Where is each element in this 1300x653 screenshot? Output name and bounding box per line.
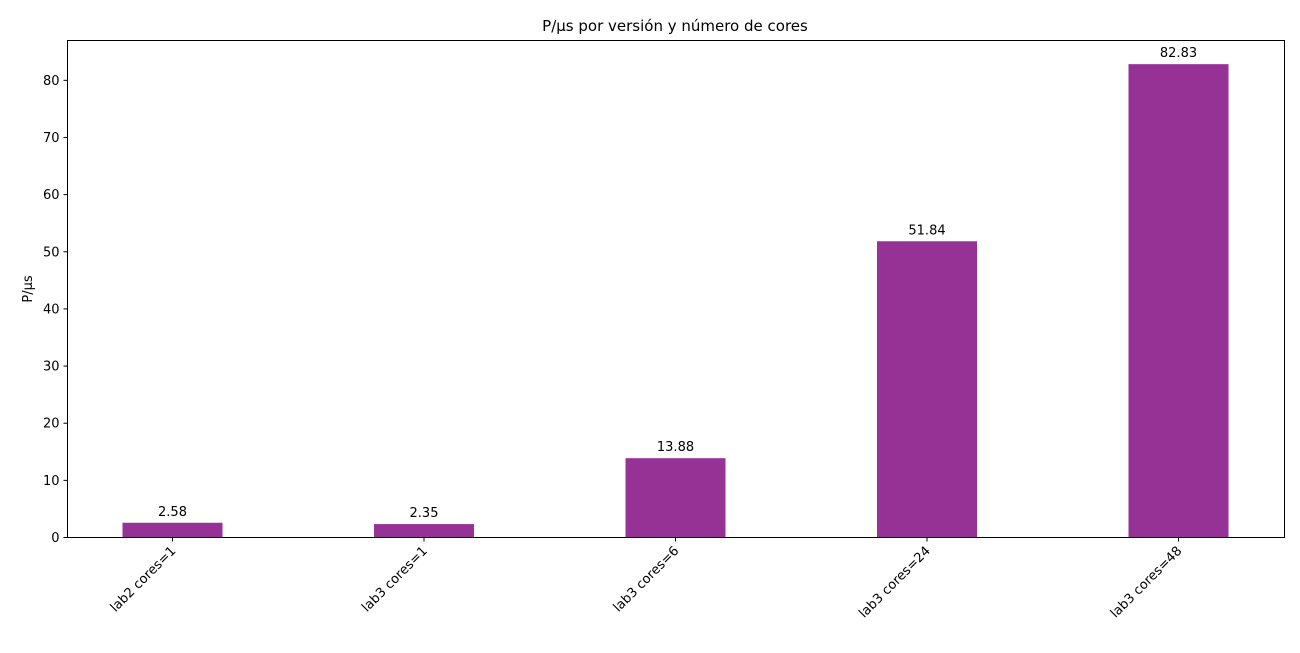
- y-axis-ticks: 0 10 20 30 40 50 60 70 80: [43, 74, 68, 546]
- y-tick-label: 0: [51, 531, 59, 546]
- x-axis-ticks: lab2 cores=1 lab3 cores=1 lab3 cores=6 lab3…: [108, 537, 1186, 622]
- y-tick-label: 10: [43, 474, 60, 489]
- bar: [122, 522, 223, 538]
- bar: [877, 241, 977, 538]
- bar: [374, 524, 474, 538]
- plot-area-frame: [67, 40, 1285, 538]
- bar-value-label: 82.83: [1160, 46, 1197, 61]
- y-tick-label: 40: [43, 302, 60, 317]
- x-tick-label: lab2 cores=1: [108, 544, 180, 616]
- x-tick-label: lab3 cores=24: [856, 544, 934, 622]
- bar-value-label: 2.35: [410, 506, 439, 521]
- bar: [625, 458, 726, 538]
- x-tick-label: lab3 cores=6: [611, 544, 683, 616]
- bar: [1128, 64, 1229, 538]
- bar-value-label: 51.84: [908, 223, 945, 238]
- y-tick-label: 60: [43, 188, 60, 203]
- y-axis-label: P/µs: [21, 275, 36, 302]
- y-tick-label: 70: [43, 131, 60, 146]
- y-tick-label: 20: [43, 417, 60, 432]
- x-tick-label: lab3 cores=48: [1108, 544, 1186, 622]
- bars-group: 2.58 2.35 13.88 51.84 82.83: [122, 46, 1229, 538]
- bar-value-label: 13.88: [657, 440, 694, 455]
- bar-value-label: 2.58: [158, 505, 187, 520]
- y-tick-label: 30: [43, 360, 60, 375]
- y-tick-label: 80: [43, 74, 60, 89]
- x-tick-label: lab3 cores=1: [359, 544, 431, 616]
- y-tick-label: 50: [43, 245, 60, 260]
- chart-title: P/µs por versión y número de cores: [542, 17, 808, 35]
